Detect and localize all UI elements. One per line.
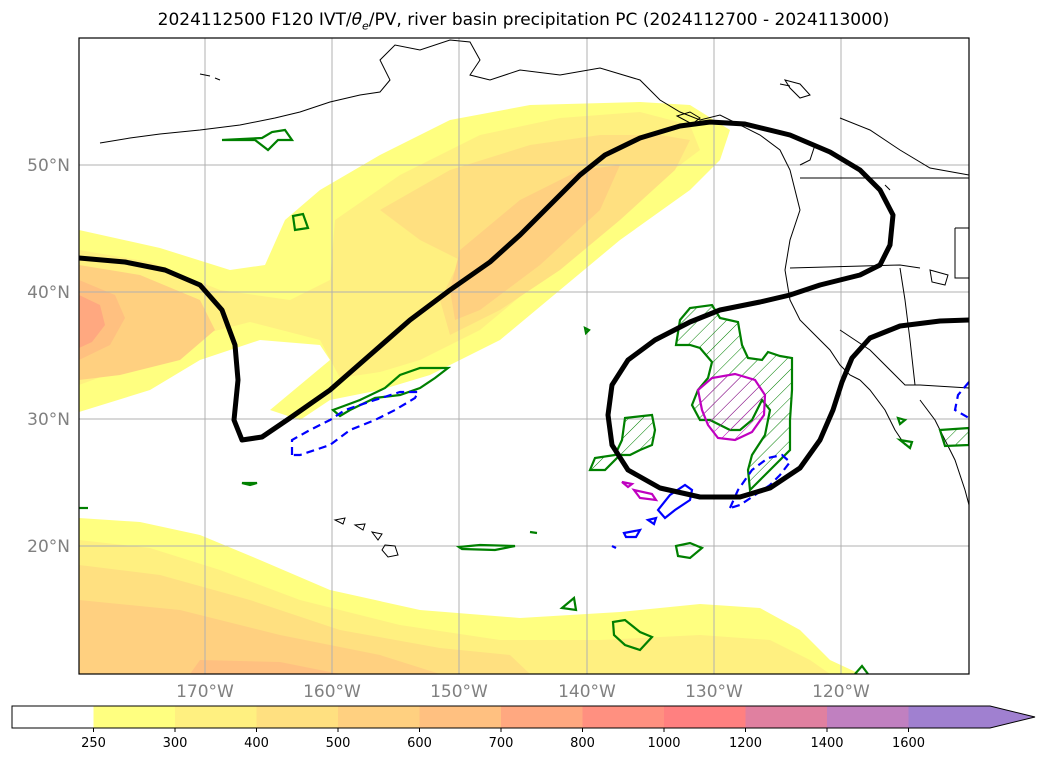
colorbar-tick-label: 1400 (810, 736, 843, 751)
lon-label-140w: 140°W (558, 682, 616, 702)
colorbar-segment (501, 706, 583, 728)
colorbar-segment (664, 706, 746, 728)
colorbar-segment (12, 706, 94, 728)
lon-label-130w: 130°W (685, 682, 743, 702)
colorbar-tick-label: 1000 (647, 736, 680, 751)
colorbar-segment (908, 706, 991, 728)
title-theta: θ (351, 10, 362, 30)
colorbar-tick-label: 700 (489, 736, 514, 751)
colorbar-segment (745, 706, 828, 728)
lat-label-30n: 30°N (27, 410, 70, 430)
lat-label-40n: 40°N (27, 283, 70, 303)
lon-labels: 170°W 160°W 150°W 140°W 130°W 120°W (176, 682, 870, 702)
title-suffix: /PV, river basin precipitation PC (20241… (368, 10, 890, 30)
colorbar-outline (11, 705, 1036, 729)
colorbar-tick-label: 250 (81, 736, 106, 751)
colorbar: 250 300 400 500 600 700 800 1000 1200 1400 1600 (11, 705, 1036, 751)
colorbar-segment (419, 706, 502, 728)
pv-contour (79, 119, 969, 500)
colorbar-tick-label: 400 (244, 736, 269, 751)
title-theta-subscript: e (362, 19, 369, 33)
coastlines (99, 39, 969, 558)
colorbar-tick-label: 800 (570, 736, 595, 751)
ivt-shading-north-plume (79, 102, 730, 420)
colorbar-tick-label: 1600 (892, 736, 925, 751)
lon-label-150w: 150°W (430, 682, 488, 702)
precip-contours-magenta (621, 372, 767, 502)
colorbar-segment (93, 706, 176, 728)
map-area (79, 38, 969, 674)
map-frame (78, 37, 970, 675)
map-title: 2024112500 F120 IVT/θe/PV, river basin p… (0, 10, 1047, 32)
colorbar-tick-label: 300 (163, 736, 188, 751)
title-prefix: 2024112500 F120 IVT/ (157, 10, 352, 30)
ivt-shading-south-band (79, 518, 860, 674)
colorbar-segment (582, 706, 665, 728)
lat-label-50n: 50°N (27, 156, 70, 176)
gridlines (79, 38, 969, 674)
colorbar-tick-label: 1200 (729, 736, 762, 751)
colorbar-segment (827, 706, 909, 728)
lon-label-170w: 170°W (176, 682, 234, 702)
colorbar-segment (338, 706, 420, 728)
lat-labels: 50°N 40°N 30°N 20°N (27, 156, 70, 557)
lon-label-120w: 120°W (812, 682, 870, 702)
lat-label-20n: 20°N (27, 537, 70, 557)
colorbar-tick-label: 500 (326, 736, 351, 751)
colorbar-segment (256, 706, 339, 728)
lon-label-160w: 160°W (303, 682, 361, 702)
colorbar-extend-arrow (990, 706, 1035, 728)
colorbar-tick-label: 600 (407, 736, 432, 751)
colorbar-segment (175, 706, 257, 728)
